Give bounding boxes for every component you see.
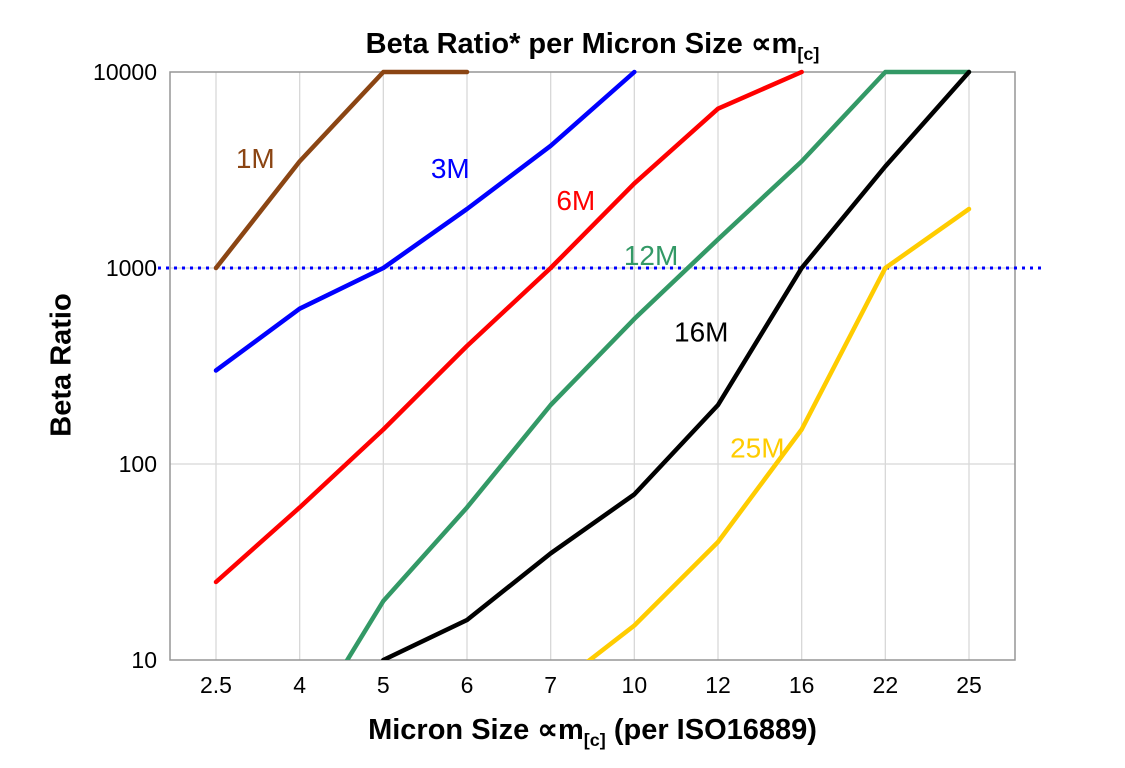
x-tick-label: 12	[705, 672, 731, 698]
y-tick-label: 10000	[93, 59, 157, 85]
x-axis-micron-subscript: [c]	[583, 729, 606, 750]
y-tick-label: 100	[119, 451, 157, 477]
x-tick-label: 25	[956, 672, 982, 698]
y-tick-label: 1000	[106, 255, 157, 281]
x-axis-title: Micron Size ∝m[c] (per ISO16889)	[170, 712, 1015, 751]
x-tick-label: 6	[461, 672, 474, 698]
x-tick-label: 22	[873, 672, 899, 698]
series-label-6M: 6M	[556, 185, 595, 216]
x-tick-label: 5	[377, 672, 390, 698]
micron-subscript: [c]	[797, 43, 820, 64]
x-axis-title-text: Micron Size	[368, 714, 538, 746]
x-axis-title-suffix: (per ISO16889)	[605, 714, 817, 746]
series-label-3M: 3M	[431, 153, 470, 184]
series-label-25M: 25M	[730, 432, 784, 463]
series-label-12M: 12M	[624, 240, 678, 271]
chart-title-text: Beta Ratio* per Micron Size	[365, 28, 751, 60]
x-tick-label: 16	[789, 672, 815, 698]
x-tick-label: 7	[544, 672, 557, 698]
series-label-1M: 1M	[236, 143, 275, 174]
x-axis-micron-symbol: ∝m	[537, 714, 584, 746]
chart-title: Beta Ratio* per Micron Size ∝m[c]	[170, 26, 1015, 65]
y-tick-label: 10	[131, 647, 157, 673]
micron-symbol: ∝m	[750, 28, 798, 60]
x-tick-label: 2.5	[200, 672, 232, 698]
x-tick-label: 10	[622, 672, 648, 698]
x-tick-label: 4	[293, 672, 306, 698]
series-label-16M: 16M	[674, 316, 728, 347]
